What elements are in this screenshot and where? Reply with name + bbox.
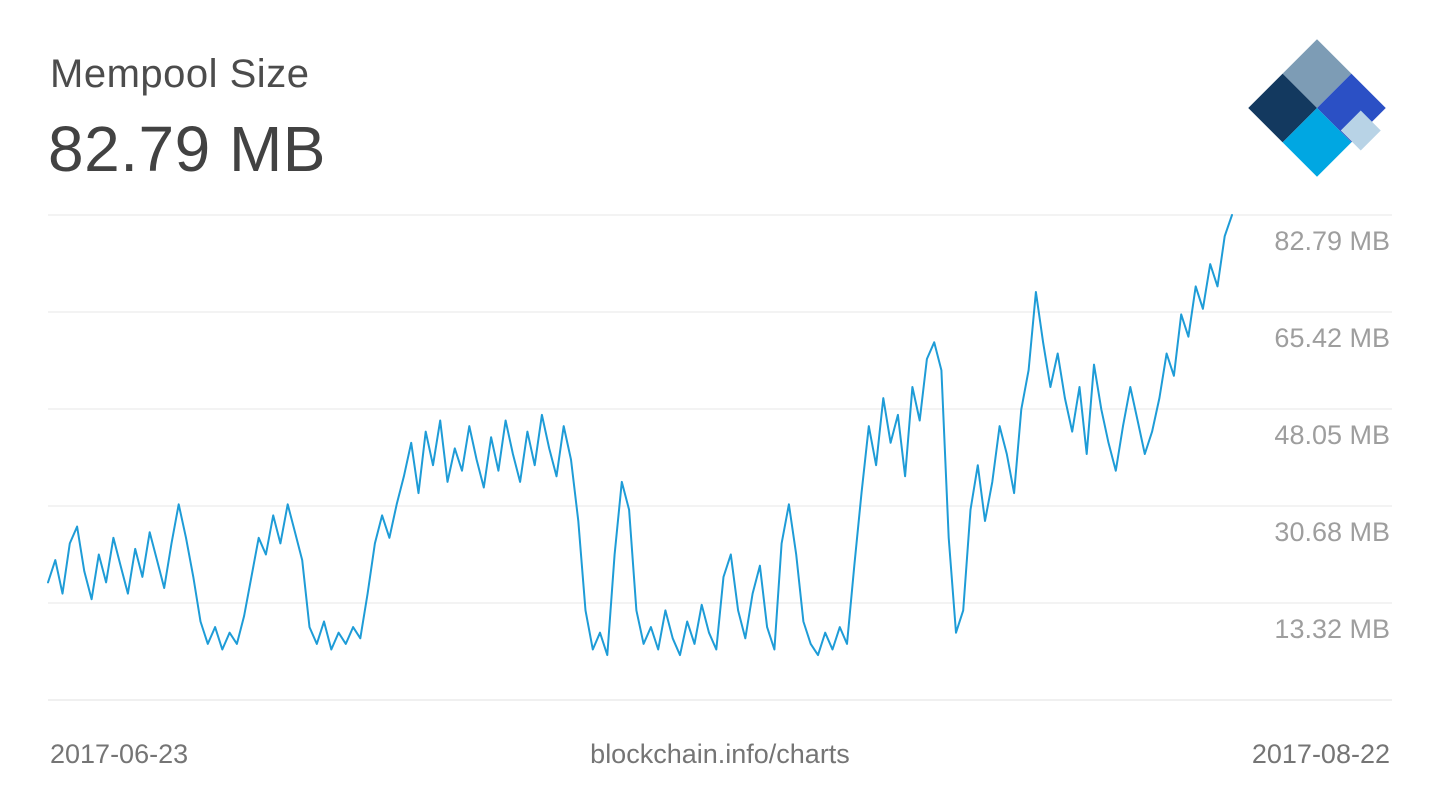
current-value: 82.79 MB xyxy=(48,113,326,185)
y-axis-label: 30.68 MB xyxy=(1274,517,1390,548)
mempool-size-line-series xyxy=(47,214,1233,657)
y-axis-label: 65.42 MB xyxy=(1274,323,1390,353)
x-axis-start-date: 2017-06-23 xyxy=(50,739,189,769)
y-axis-label: 48.05 MB xyxy=(1274,420,1390,451)
y-axis-label: 13.32 MB xyxy=(1274,614,1390,644)
chart-source-label: blockchain.info/charts xyxy=(590,739,850,769)
x-axis-end-date: 2017-08-22 xyxy=(1251,739,1390,769)
y-axis-label: 82.79 MB xyxy=(1274,226,1390,256)
blockchain-logo-icon xyxy=(1248,39,1386,177)
page-title: Mempool Size xyxy=(50,52,310,96)
